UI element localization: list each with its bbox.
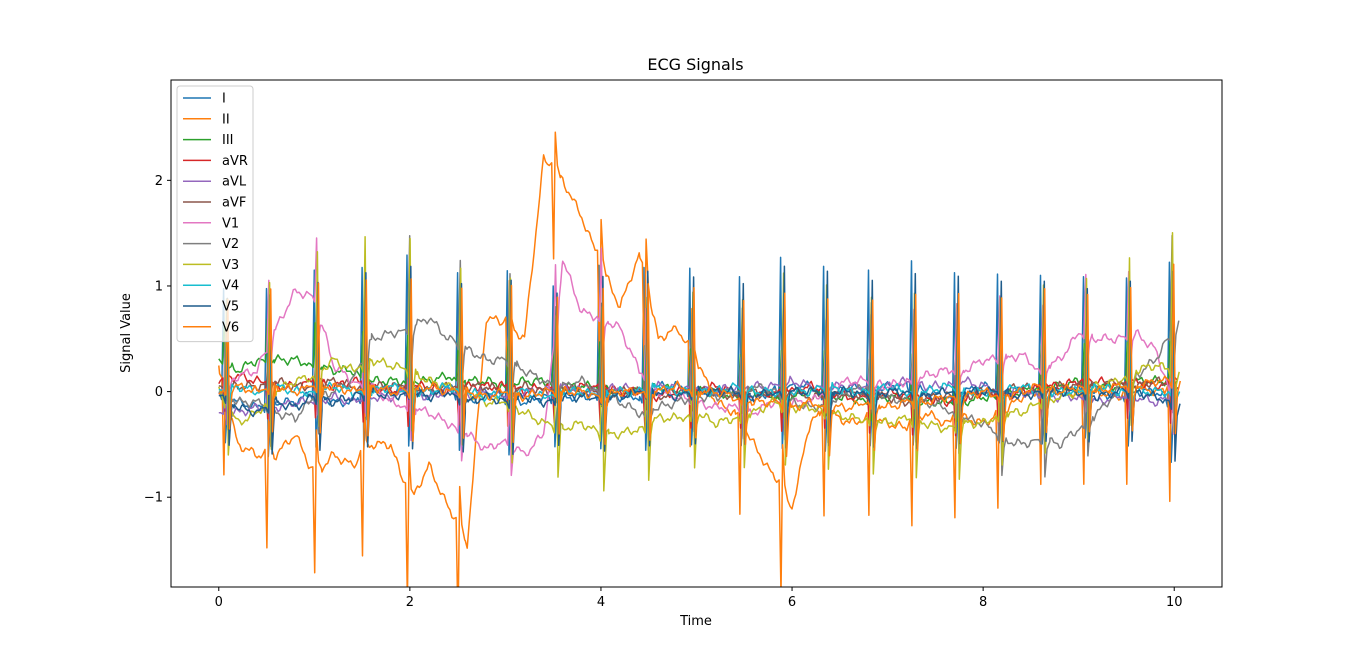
- legend-label: I: [222, 92, 226, 107]
- series-line-V3: [218, 231, 1180, 492]
- x-tick-label: 0: [215, 595, 223, 610]
- plot-frame: [170, 79, 1223, 588]
- legend-label: aVR: [222, 154, 248, 169]
- legend-label: V5: [222, 300, 239, 315]
- legend-label: V6: [222, 320, 239, 335]
- legend-label: V1: [222, 216, 239, 231]
- series-line-V6: [218, 263, 1182, 458]
- legend-label: V3: [222, 258, 239, 273]
- series-layer: [218, 131, 1182, 587]
- legend-label: aVL: [222, 175, 247, 190]
- x-tick-label: 2: [406, 595, 414, 610]
- y-axis-label: Signal Value: [119, 293, 134, 373]
- x-tick-label: 4: [597, 595, 605, 610]
- x-tick-label: 8: [979, 595, 987, 610]
- legend-box: [176, 85, 254, 343]
- chart-title: ECG Signals: [647, 55, 743, 74]
- y-tick-label: 2: [155, 174, 163, 189]
- legend-label: V2: [222, 237, 239, 252]
- y-tick-label: 0: [155, 385, 163, 400]
- x-tick-label: 10: [1166, 595, 1183, 610]
- y-tick-label: −1: [144, 491, 163, 506]
- legend-label: V4: [222, 279, 239, 294]
- x-axis: 0 2 4 6 8 10: [215, 587, 1183, 610]
- x-tick-label: 6: [788, 595, 796, 610]
- y-tick-label: 1: [155, 279, 163, 294]
- legend-label: aVF: [222, 196, 246, 211]
- legend-label: III: [222, 133, 234, 148]
- x-axis-label: Time: [679, 614, 712, 629]
- legend-label: II: [222, 112, 230, 127]
- y-axis: −1 0 1 2: [144, 174, 171, 506]
